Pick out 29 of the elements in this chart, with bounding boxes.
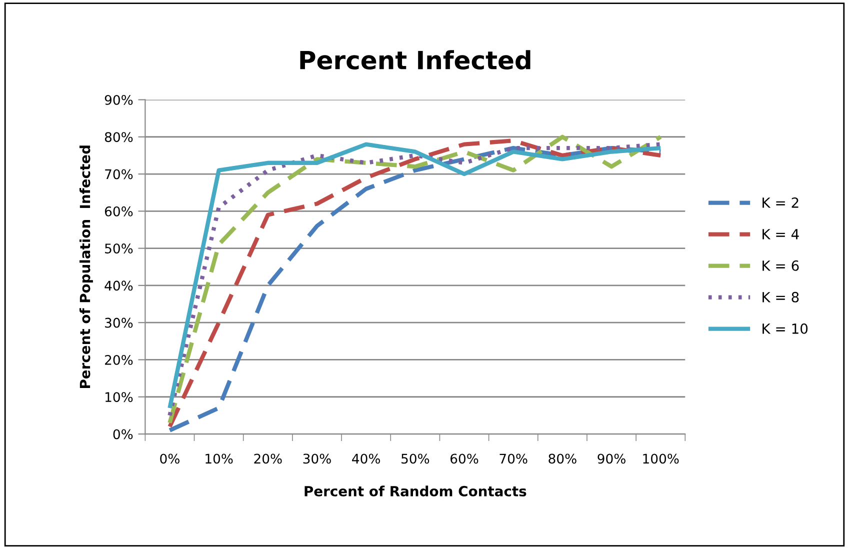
x-tick-label: 50%: [402, 454, 430, 464]
y-tick-label: 20%: [105, 354, 133, 365]
x-tick-label: 20%: [254, 454, 282, 464]
legend-label: K = 6: [762, 260, 799, 271]
x-tick-label: 40%: [352, 454, 380, 464]
legend-label: K = 10: [762, 323, 808, 334]
legend-label: K = 2: [762, 197, 798, 208]
x-tick-label: 80%: [548, 454, 576, 464]
x-tick-label: 10%: [206, 454, 233, 464]
x-tick-label: 90%: [598, 454, 626, 464]
x-tick-label: 0%: [160, 454, 180, 464]
x-tick-label: 100%: [643, 454, 679, 464]
chart-title: Percent Infected: [300, 50, 530, 70]
x-tick-label: 70%: [500, 454, 528, 464]
y-tick-label: 70%: [105, 169, 133, 180]
x-tick-label: 60%: [450, 454, 478, 464]
y-axis-title: Percent of Population Infected: [79, 146, 93, 388]
legend-label: K = 8: [762, 292, 799, 302]
y-tick-label: 50%: [105, 244, 133, 254]
x-axis-title: Percent of Random Contacts: [304, 486, 526, 496]
y-tick-label: 10%: [105, 392, 133, 402]
y-tick-label: 40%: [104, 280, 133, 291]
y-tick-label: 90%: [104, 94, 133, 105]
y-tick-label: 30%: [105, 318, 133, 328]
x-tick-label: 30%: [303, 454, 331, 464]
y-tick-label: 80%: [104, 132, 133, 142]
y-tick-label: 60%: [104, 206, 133, 216]
y-tick-label: 0%: [113, 429, 133, 440]
legend-label: K = 4: [762, 229, 799, 240]
